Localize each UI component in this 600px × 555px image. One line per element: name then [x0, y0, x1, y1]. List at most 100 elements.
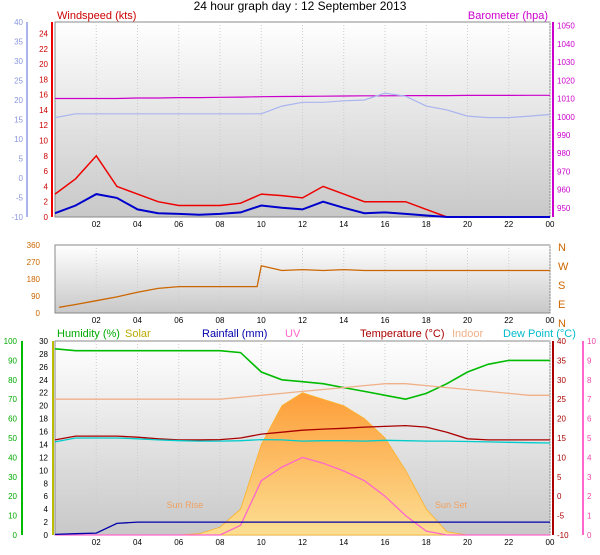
windspeed-tick-label: 4: [44, 182, 49, 191]
uv-tick-label: 2: [587, 492, 592, 501]
uv-tick-label: 8: [587, 376, 592, 385]
solar-tick-label: 28: [39, 350, 48, 359]
series-wind-average-kts-: [54, 193, 550, 218]
wind-panel-x-tick-label: 04: [133, 220, 142, 229]
direction-tick-label: 90: [31, 292, 40, 301]
direction-tick-label: 360: [27, 241, 41, 250]
humidity-tick-label: 80: [8, 376, 17, 385]
windspeed-tick-label: 20: [39, 60, 48, 69]
barometer-tick-label: 1020: [557, 76, 575, 85]
wind-panel-x-tick-label: 08: [216, 220, 225, 229]
outer-left-tick-label: 30: [14, 57, 23, 66]
windspeed-tick-label: 0: [44, 213, 49, 222]
windspeed-tick-label: 12: [39, 121, 48, 130]
uv-tick-label: 9: [587, 356, 592, 365]
temperature-tick-label: -10: [557, 531, 569, 540]
direction-panel-x-tick-label: 04: [133, 316, 142, 325]
temperature-tick-label: 5: [557, 473, 562, 482]
uv-tick-label: 4: [587, 453, 592, 462]
temp-panel-x-tick-label: 20: [463, 538, 472, 547]
direction-tick-label: 270: [27, 258, 41, 267]
chart-title: 24 hour graph day : 12 September 2013: [194, 0, 407, 13]
wind-panel-x-tick-label: 02: [92, 220, 101, 229]
direction-panel-x-tick-label: 02: [92, 316, 101, 325]
direction-panel-x-tick-label: 00: [546, 316, 555, 325]
wind-panel-x-tick-label: 18: [422, 220, 431, 229]
solar-tick-label: 26: [39, 363, 48, 372]
barometer-tick-label: 1040: [557, 40, 575, 49]
uv-tick-label: 7: [587, 395, 592, 404]
temp-panel-x-tick-label: 08: [216, 538, 225, 547]
compass-label: N: [558, 242, 566, 254]
outer-left-tick-label: 10: [14, 135, 23, 144]
solar-tick-label: 16: [39, 428, 48, 437]
humidity-tick-label: 60: [8, 415, 17, 424]
wind-panel-x-tick-label: 06: [174, 220, 183, 229]
uv-tick-label: 0: [587, 531, 592, 540]
outer-left-tick-label: -10: [11, 213, 23, 222]
temp-panel-x-tick-label: 16: [381, 538, 390, 547]
temperature-tick-label: 35: [557, 356, 566, 365]
humidity-tick-label: 70: [8, 395, 17, 404]
windspeed-tick-label: 14: [39, 106, 48, 115]
solar-tick-label: 14: [39, 440, 48, 449]
barometer-tick-label: 1030: [557, 58, 575, 67]
compass-label: S: [558, 280, 565, 292]
solar-tick-label: 10: [39, 466, 48, 475]
temp-panel-x-tick-label: 00: [546, 538, 555, 547]
temp-panel-x-tick-label: 04: [133, 538, 142, 547]
barometer-tick-label: 980: [557, 149, 571, 158]
barometer-tick-label: 1000: [557, 113, 575, 122]
humidity-tick-label: 40: [8, 453, 17, 462]
humidity-tick-label: 0: [13, 531, 18, 540]
windspeed-tick-label: 18: [39, 75, 48, 84]
direction-panel-x-tick-label: 22: [504, 316, 513, 325]
solar-tick-label: 8: [44, 479, 49, 488]
humidity-tick-label: 50: [8, 434, 17, 443]
legend-entry: Solar: [125, 328, 151, 340]
temp-panel-x-tick-label: 18: [422, 538, 431, 547]
temperature-tick-label: 20: [557, 415, 566, 424]
compass-label: W: [558, 261, 569, 273]
temperature-tick-label: 25: [557, 395, 566, 404]
temp-panel-x-tick-label: 22: [504, 538, 513, 547]
temperature-tick-label: 30: [557, 376, 566, 385]
windspeed-axis-label: Windspeed (kts): [57, 10, 136, 22]
temperature-tick-label: 40: [557, 337, 566, 346]
direction-panel-x-tick-label: 08: [216, 316, 225, 325]
temperature-tick-label: 10: [557, 453, 566, 462]
windspeed-tick-label: 22: [39, 45, 48, 54]
solar-tick-label: 20: [39, 402, 48, 411]
direction-panel-x-tick-label: 20: [463, 316, 472, 325]
solar-tick-label: 0: [44, 531, 49, 540]
outer-left-tick-label: 0: [19, 174, 24, 183]
wind-panel-x-tick-label: 00: [546, 220, 555, 229]
compass-label: E: [558, 299, 565, 311]
temperature-tick-label: -5: [557, 512, 565, 521]
outer-left-tick-label: 20: [14, 96, 23, 105]
solar-tick-label: 18: [39, 415, 48, 424]
legend-entry: Humidity (%): [57, 328, 120, 340]
temp-panel-x-tick-label: 12: [298, 538, 307, 547]
windspeed-tick-label: 8: [44, 152, 49, 161]
outer-left-tick-label: -5: [16, 194, 24, 203]
windspeed-tick-label: 2: [44, 198, 49, 207]
solar-tick-label: 4: [44, 505, 49, 514]
temperature-tick-label: 15: [557, 434, 566, 443]
solar-tick-label: 22: [39, 389, 48, 398]
series-rainfall-mm-: [54, 521, 550, 536]
outer-left-tick-label: 40: [14, 18, 23, 27]
uv-tick-label: 10: [587, 337, 596, 346]
humidity-tick-label: 10: [8, 512, 17, 521]
solar-tick-label: 30: [39, 337, 48, 346]
uv-tick-label: 1: [587, 512, 592, 521]
legend-entry: UV: [285, 328, 301, 340]
legend-entry: Indoor: [452, 328, 484, 340]
humidity-tick-label: 90: [8, 356, 17, 365]
windspeed-tick-label: 24: [39, 29, 48, 38]
sunset-label: Sun Set: [435, 500, 468, 510]
direction-panel-x-tick-label: 06: [174, 316, 183, 325]
uv-tick-label: 3: [587, 473, 592, 482]
series-wind-direction-trace-kts-: [54, 92, 551, 119]
